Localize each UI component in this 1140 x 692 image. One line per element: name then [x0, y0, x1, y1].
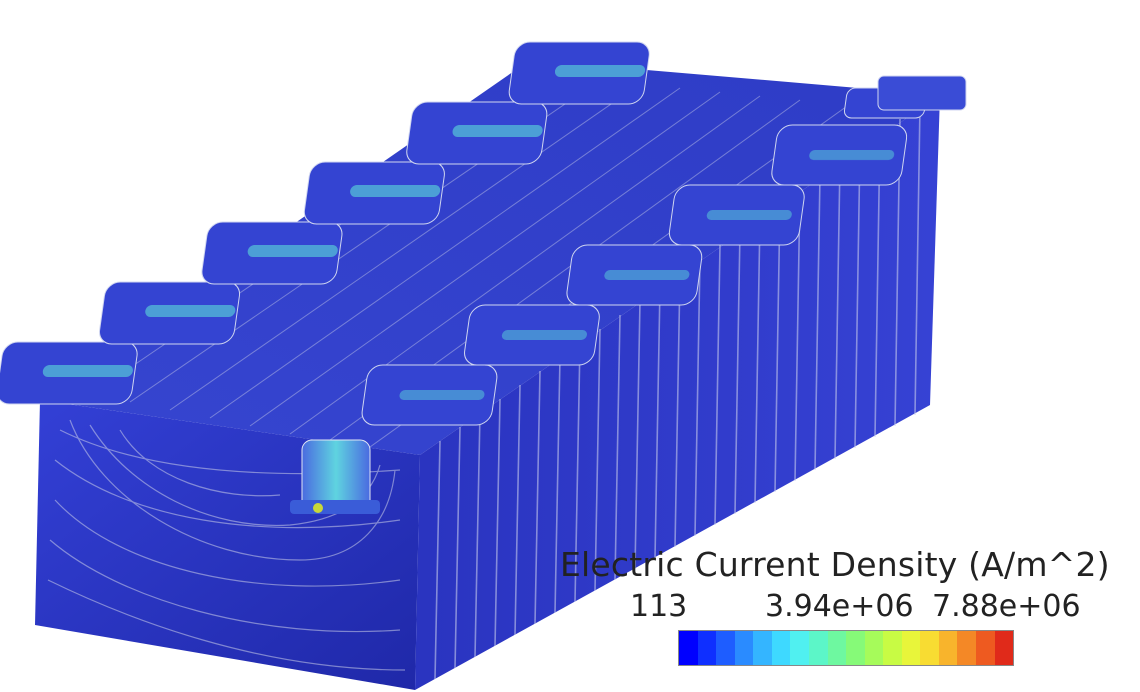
colorbar-segment — [771, 631, 791, 665]
legend-tick-min: 113 — [630, 589, 688, 624]
colorbar-legend: Electric Current Density (A/m^2) 113 3.9… — [560, 545, 1110, 670]
colorbar-segment — [734, 631, 754, 665]
module-top-face — [40, 60, 940, 455]
colorbar-segment — [697, 631, 717, 665]
colorbar-segment — [846, 631, 865, 665]
terminal-row-left-highlights — [42, 65, 646, 377]
colorbar — [678, 630, 1014, 666]
colorbar-segment — [790, 631, 809, 665]
colorbar-segment — [753, 631, 772, 665]
colorbar-segment — [883, 631, 902, 665]
cell-plates — [434, 104, 921, 680]
legend-tick-max: 7.88e+06 — [932, 589, 1081, 624]
colorbar-segment — [901, 631, 921, 665]
rear-terminal-tab — [877, 75, 967, 111]
front-busbar-tab — [290, 439, 380, 514]
legend-title: Electric Current Density (A/m^2) — [560, 545, 1110, 584]
legend-tick-mid: 3.94e+06 — [765, 589, 914, 624]
colorbar-segment — [938, 631, 958, 665]
colorbar-segment — [716, 631, 735, 665]
colorbar-segment — [827, 631, 847, 665]
terminal-row-right-highlights — [399, 150, 895, 400]
current-hotspot — [313, 503, 323, 513]
colorbar-segment — [864, 631, 884, 665]
colorbar-segment — [994, 631, 1014, 665]
colorbar-segment — [957, 631, 976, 665]
colorbar-segment — [976, 631, 995, 665]
colorbar-segment — [808, 631, 828, 665]
colorbar-segment — [920, 631, 939, 665]
colorbar-segment — [679, 631, 698, 665]
